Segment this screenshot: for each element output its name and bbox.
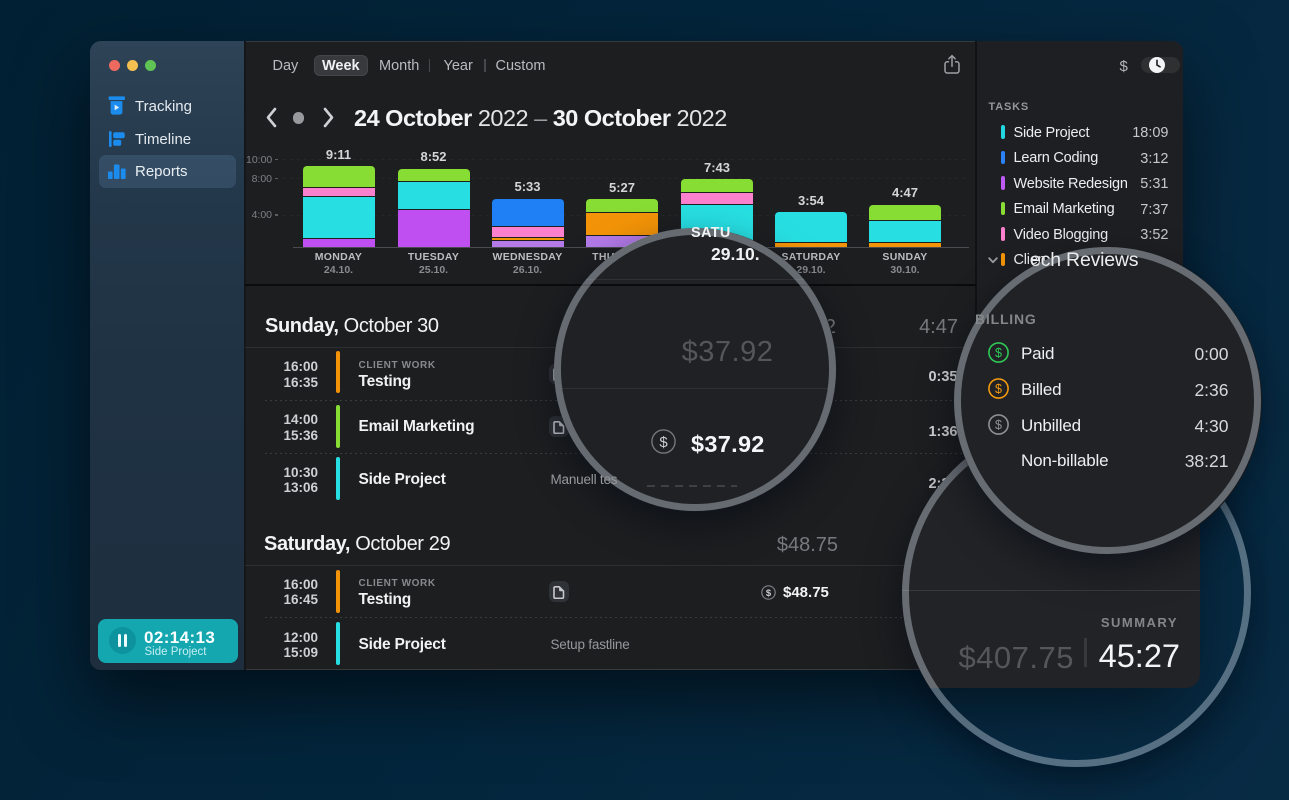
svg-text:$: $ <box>766 588 772 599</box>
